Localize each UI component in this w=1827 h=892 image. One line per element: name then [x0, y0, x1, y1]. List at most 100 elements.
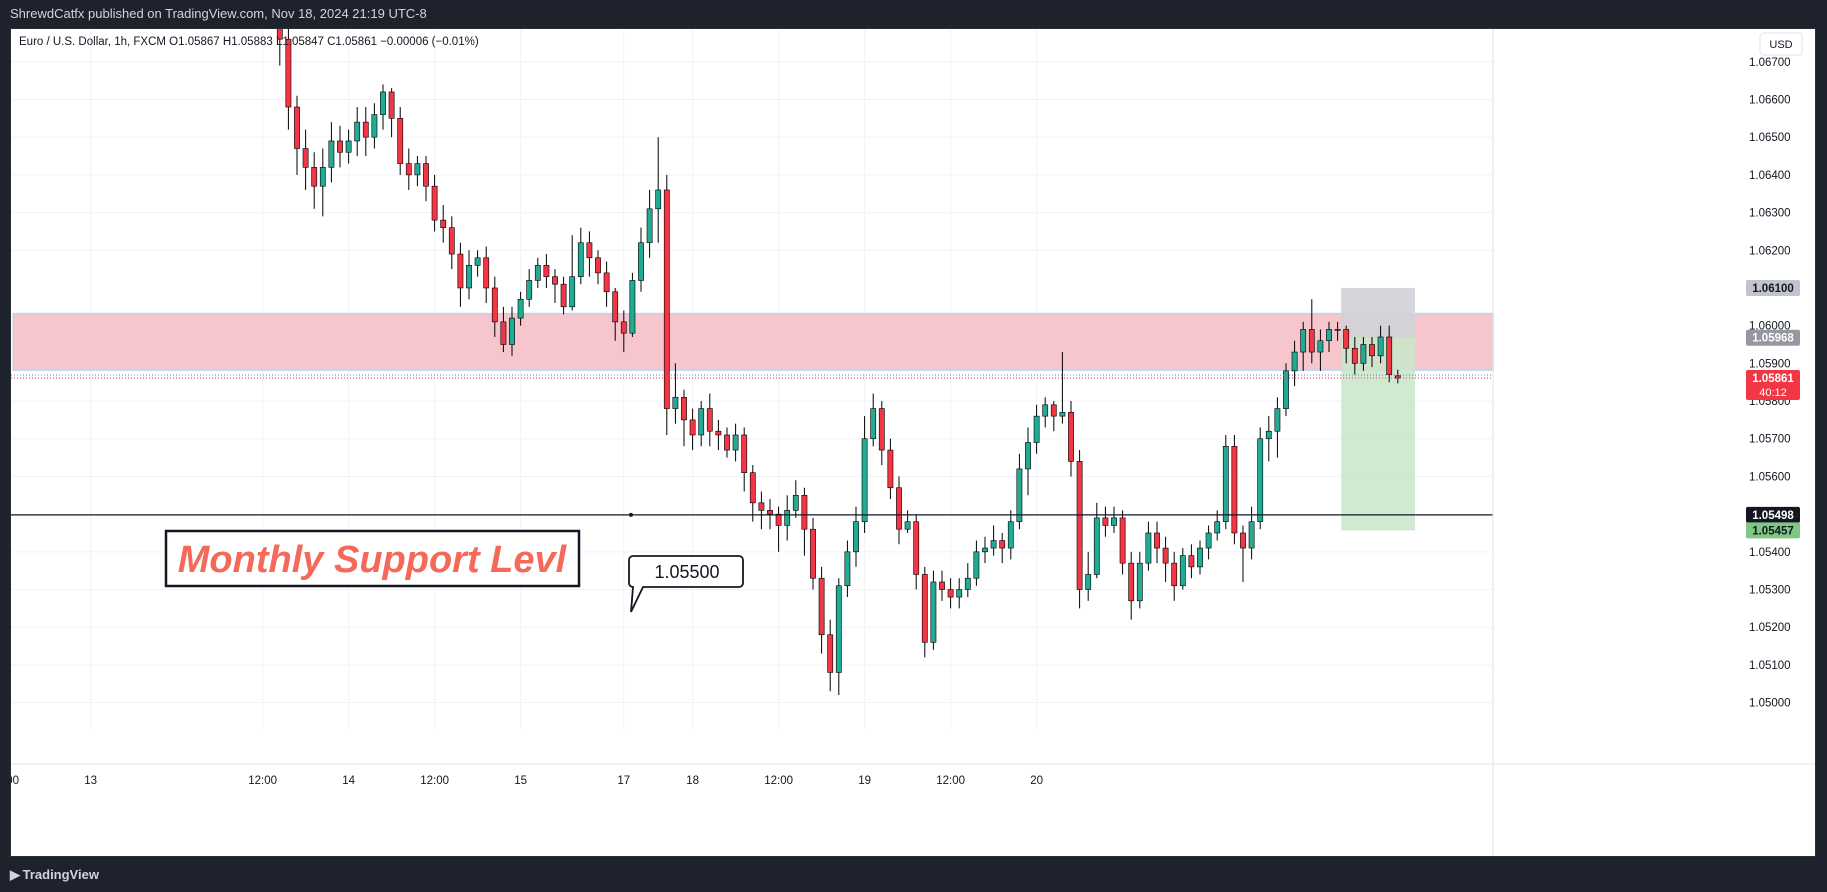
candle-up — [964, 577, 971, 590]
time-tick-label: 14 — [342, 775, 355, 787]
candle-down — [500, 321, 507, 345]
price-tick-label: 1.06600 — [1749, 94, 1791, 106]
candle-down — [1171, 562, 1178, 587]
time-tick-label: 18 — [686, 775, 699, 787]
candle-up — [1179, 555, 1186, 587]
price-tick-label: 1.05400 — [1749, 547, 1791, 559]
candle-up — [534, 265, 541, 281]
candle-down — [878, 408, 885, 451]
annotations-layer: Euro / U.S. Dollar, 1h, FXCM O1.05867 H1… — [11, 36, 1493, 613]
candle-down — [1076, 461, 1083, 590]
candle-up — [792, 494, 799, 511]
candle-up — [1016, 468, 1023, 522]
support-price-tag-text: 1.05498 — [1752, 510, 1794, 522]
candle-down — [999, 540, 1006, 549]
time-tick-label: 12:00 — [420, 775, 449, 787]
candle-down — [724, 434, 730, 451]
chart-frame: Euro / U.S. Dollar, 1h, FXCM O1.05867 H1… — [10, 28, 1816, 857]
candle-down — [715, 430, 722, 436]
candle-down — [448, 227, 455, 255]
candle-down — [913, 521, 920, 575]
candle-down — [767, 510, 773, 515]
candle-down — [921, 574, 928, 643]
supply-zone — [12, 312, 1494, 371]
candle-up — [1033, 415, 1040, 443]
candle-up — [1300, 329, 1307, 353]
candle-up — [414, 163, 421, 176]
price-callout-text: 1.05500 — [654, 562, 719, 582]
price-tick-label: 1.05600 — [1749, 471, 1791, 483]
price-tick-label: 1.06500 — [1749, 132, 1791, 144]
candle-down — [775, 513, 782, 526]
price-tick-label: 1.05900 — [1749, 358, 1791, 370]
candle-down — [586, 242, 593, 259]
candle-up — [509, 317, 515, 345]
candle-up — [380, 91, 386, 115]
candle-up — [345, 140, 352, 153]
candle-up — [1093, 517, 1100, 575]
candle-up — [861, 438, 868, 522]
candle-down — [1386, 336, 1393, 375]
candle-down — [1102, 517, 1109, 526]
time-tick-label: 19 — [858, 775, 871, 787]
candle-down — [302, 148, 309, 168]
candle-down — [1188, 555, 1195, 568]
candle-down — [1050, 404, 1057, 417]
candle-down — [1231, 445, 1238, 534]
candle-down — [1343, 329, 1350, 349]
candle-down — [681, 396, 687, 421]
candle-up — [517, 298, 524, 319]
candle-up — [844, 551, 851, 587]
candle-up — [904, 521, 911, 530]
entry-price-tag-bg — [1746, 329, 1800, 346]
candle-up — [1136, 562, 1143, 602]
time-tick-label: 12:00 — [11, 775, 19, 787]
candle-up — [1222, 445, 1229, 522]
candle-down — [362, 121, 369, 138]
candle-down — [818, 577, 825, 636]
candle-down — [896, 487, 902, 530]
stop-price-tag-bg — [1746, 279, 1800, 296]
candle-down — [285, 38, 292, 108]
candle-up — [1111, 517, 1117, 526]
callout-anchor — [629, 512, 633, 517]
candle-up — [354, 121, 361, 142]
candle-up — [1274, 408, 1281, 432]
currency-box — [1759, 32, 1803, 56]
candle-up — [835, 585, 842, 673]
candle-down — [947, 589, 954, 598]
candle-down — [397, 118, 404, 164]
candle-down — [749, 472, 756, 504]
candle-down — [595, 257, 601, 274]
candle-down — [758, 502, 765, 511]
candle-down — [1369, 344, 1375, 357]
time-tick-label: 12:00 — [248, 775, 277, 787]
candle-down — [483, 257, 490, 289]
tradingview-logo[interactable]: ▶ TradingView — [10, 867, 99, 883]
publisher-bar: ShrewdCatfx published on TradingView.com… — [0, 0, 1827, 28]
price-tick-label: 1.05100 — [1749, 660, 1791, 672]
candle-up — [1377, 336, 1384, 357]
position-reward-box — [1341, 337, 1415, 531]
candle-down — [405, 163, 412, 176]
candle-up — [1042, 404, 1049, 417]
candle-up — [655, 189, 662, 210]
grid — [11, 29, 1493, 729]
target-price-tag-bg — [1746, 522, 1800, 539]
candle-down — [543, 265, 550, 277]
candle-up — [1360, 344, 1367, 364]
price-tick-label: 1.05200 — [1749, 622, 1791, 634]
position-risk-box — [1341, 287, 1415, 338]
candle-up — [853, 521, 859, 553]
bar-countdown: 40:12 — [1759, 387, 1787, 399]
candle-up — [1145, 532, 1152, 564]
candle-up — [1265, 430, 1272, 440]
candle-up — [672, 396, 679, 409]
bottom-bar: ▶ TradingView — [0, 857, 1827, 892]
publisher-text: ShrewdCatfx published on TradingView.com… — [10, 6, 427, 21]
candle-up — [982, 547, 988, 553]
candlestick-chart[interactable]: Euro / U.S. Dollar, 1h, FXCM O1.05867 H1… — [11, 29, 1816, 857]
candle-up — [371, 114, 378, 138]
candle-up — [646, 208, 653, 244]
candle-down — [620, 321, 627, 334]
